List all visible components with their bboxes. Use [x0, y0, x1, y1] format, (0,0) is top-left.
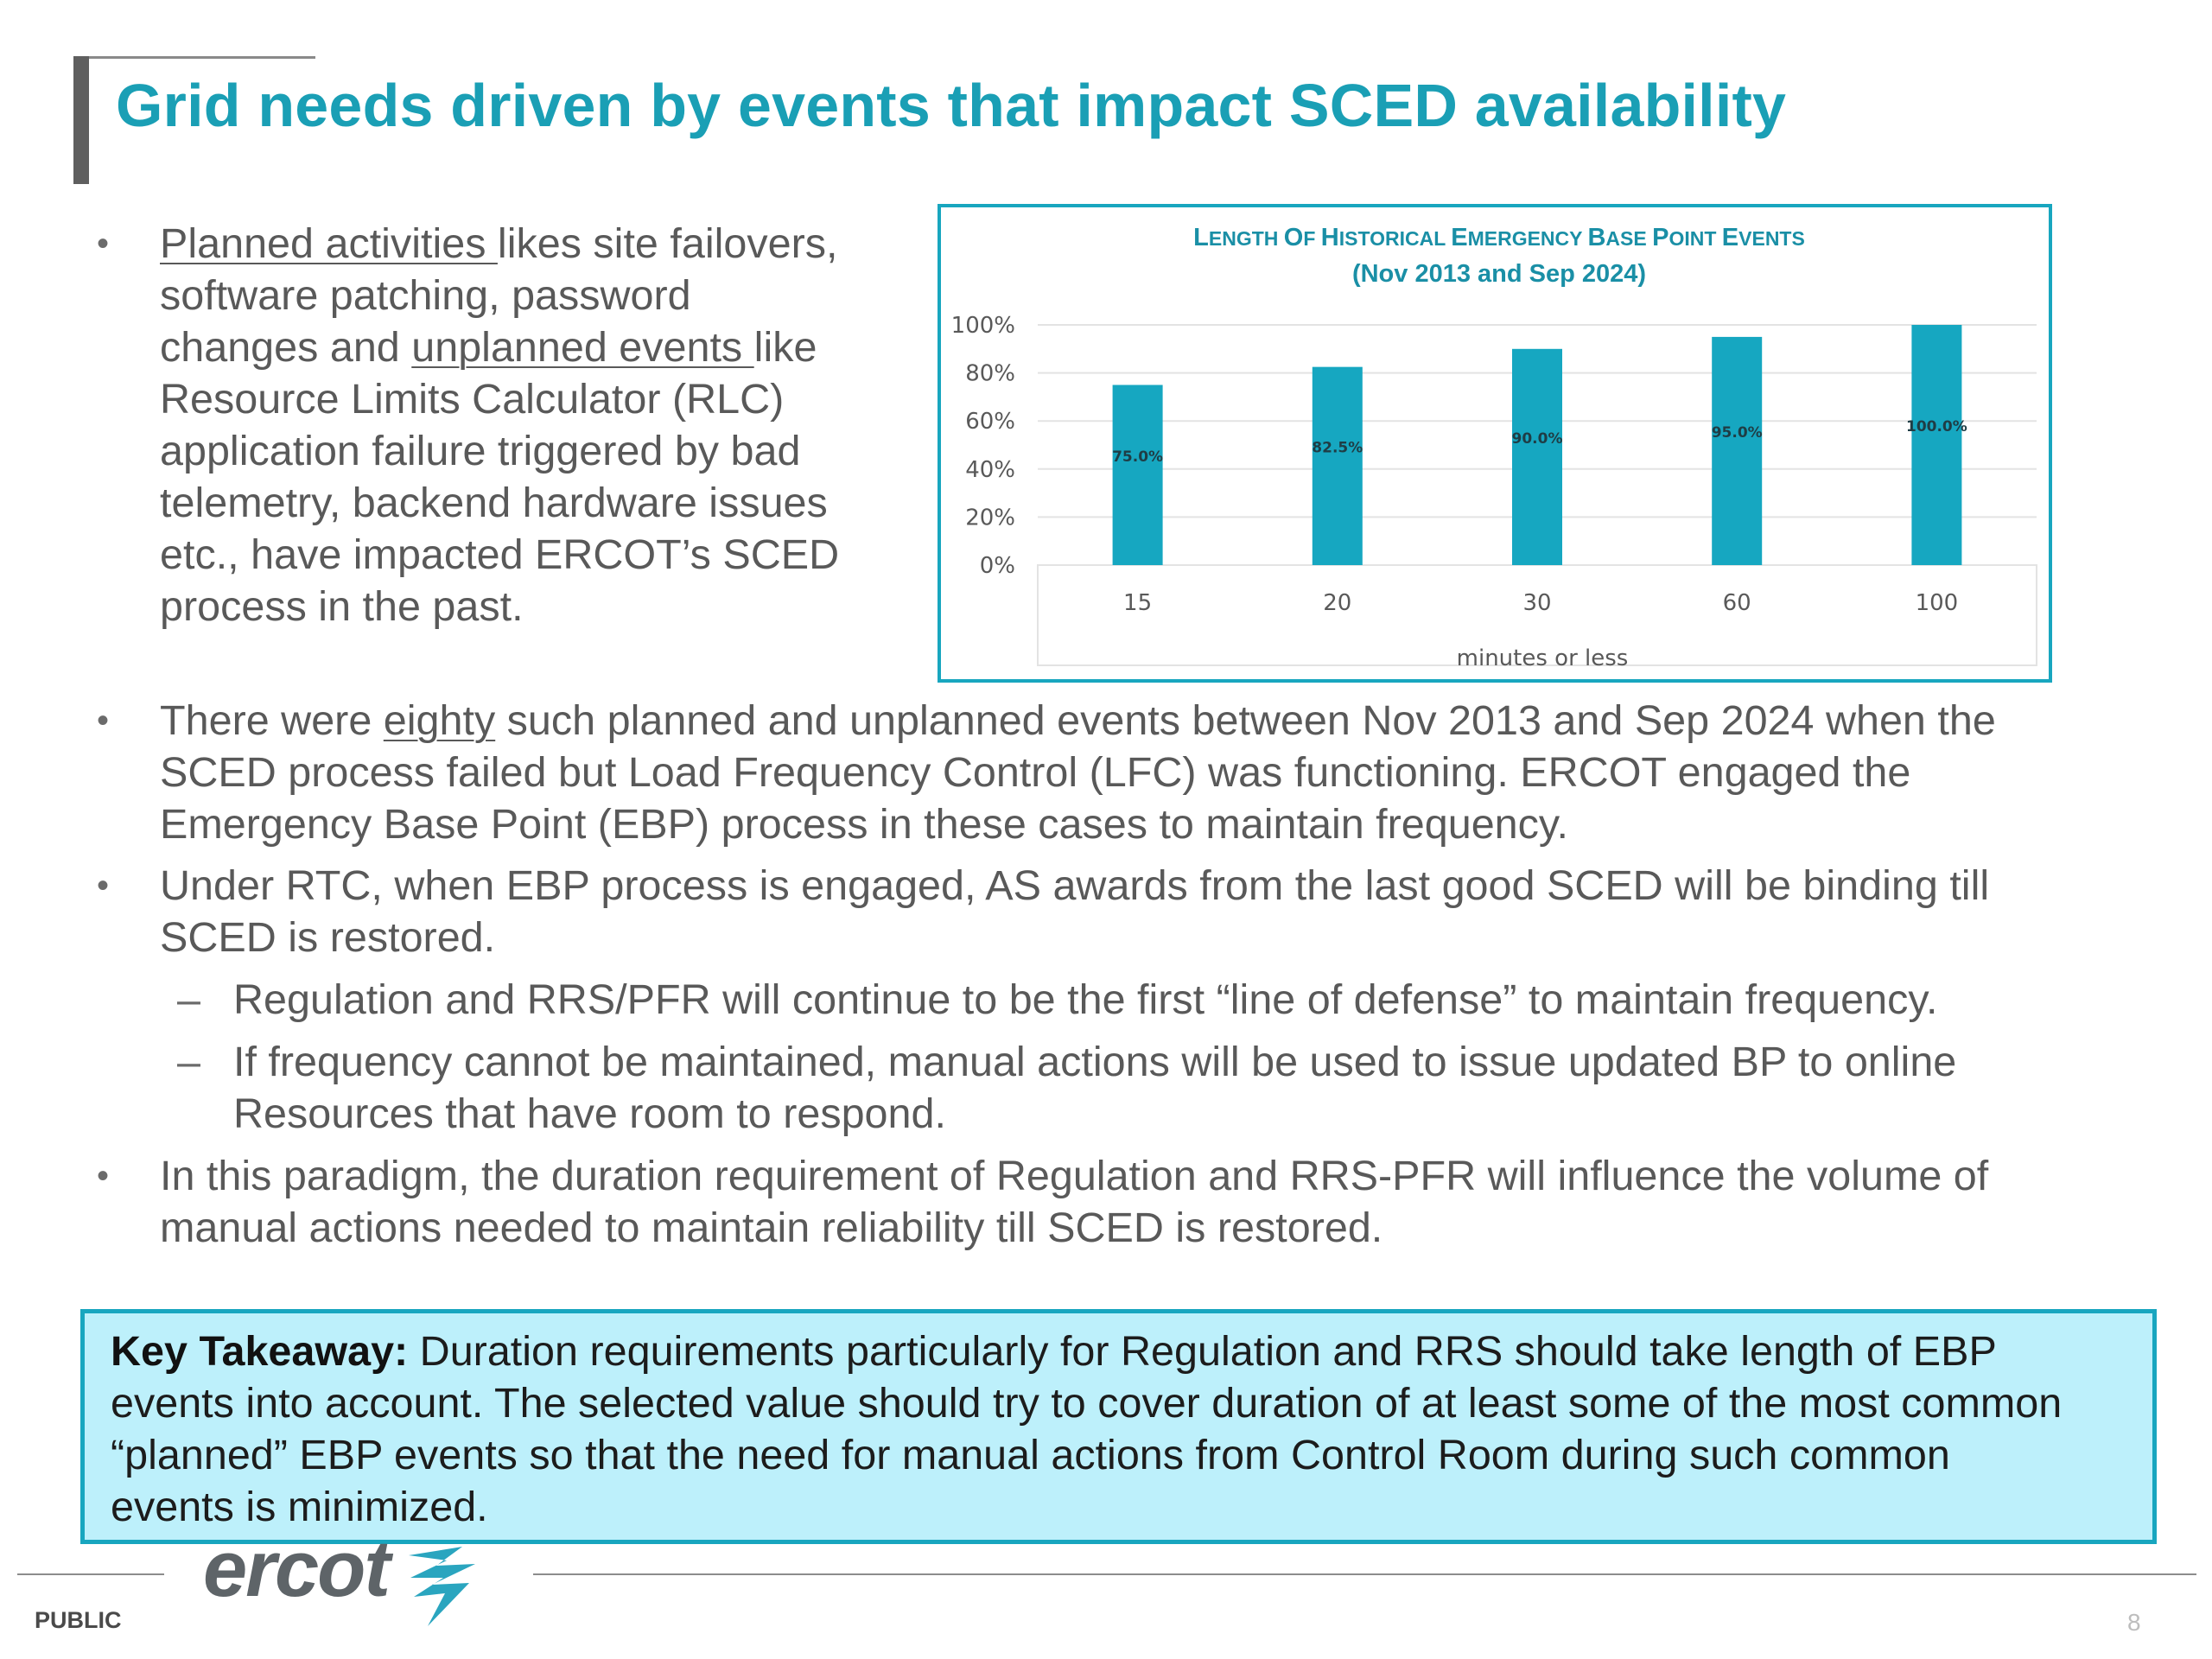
text-line: events into account. The selected value …	[111, 1380, 2063, 1427]
bullet-under-rtc: • Under RTC, when EBP process is engaged…	[97, 860, 1989, 963]
page-title: Grid needs driven by events that impact …	[116, 72, 1787, 139]
y-tick-label: 0%	[980, 553, 1015, 579]
data-label-15: 75.0%	[1112, 448, 1163, 466]
data-label-60: 95.0%	[1712, 424, 1763, 442]
bar-100	[1911, 325, 1962, 565]
sub-bullet-line-of-defense: – Regulation and RRS/PFR will continue t…	[177, 974, 1937, 1026]
y-tick-label: 100%	[951, 313, 1015, 339]
dash-icon: –	[177, 976, 200, 1023]
public-label: PUBLIC	[35, 1607, 122, 1633]
data-label-100: 100.0%	[1906, 418, 1967, 435]
text-line: “planned” EBP events so that the need fo…	[111, 1432, 1950, 1478]
text-line: software patching, password	[160, 272, 691, 319]
ercot-bolt-icon	[409, 1547, 475, 1626]
text-line: process in the past.	[160, 583, 524, 630]
y-tick-label: 60%	[965, 409, 1015, 435]
eighty-term: eighty	[383, 697, 496, 744]
key-takeaway-box: Key Takeaway: Duration requirements part…	[80, 1309, 2157, 1544]
text-line: SCED is restored.	[160, 914, 496, 961]
text-line: In this paradigm, the duration requireme…	[160, 1153, 1989, 1199]
x-tick-label: 20	[1323, 590, 1351, 616]
y-tick-label: 80%	[965, 361, 1015, 387]
text-line: Resources that have room to respond.	[233, 1090, 946, 1137]
bullet-paradigm: • In this paradigm, the duration require…	[97, 1150, 1988, 1254]
text-line: Emergency Base Point (EBP) process in th…	[160, 801, 1569, 848]
text-line: Under RTC, when EBP process is engaged, …	[160, 862, 1990, 909]
footer-divider-left	[17, 1573, 164, 1575]
text-line: events is minimized.	[111, 1484, 488, 1530]
bullet-icon: •	[97, 1157, 110, 1195]
text-line: There were	[160, 697, 384, 744]
text-line: telemetry, backend hardware issues	[160, 480, 828, 526]
y-tick-label: 40%	[965, 457, 1015, 483]
x-tick-label: 60	[1723, 590, 1751, 616]
x-tick-label: 100	[1916, 590, 1959, 616]
page-number: 8	[2127, 1609, 2141, 1636]
ebp-events-chart: LENGTH OF HISTORICAL EMERGENCY BASE POIN…	[938, 204, 2052, 683]
bar-15	[1112, 385, 1163, 565]
text-line: SCED process failed but Load Frequency C…	[160, 749, 1911, 796]
text-line: Duration requirements particularly for R…	[408, 1328, 1997, 1375]
footer-divider-right	[533, 1573, 2196, 1575]
data-label-30: 90.0%	[1512, 430, 1563, 448]
text-line: Resource Limits Calculator (RLC)	[160, 376, 785, 423]
text-line: etc., have impacted ERCOT’s SCED	[160, 531, 840, 578]
text-line: such planned and unplanned events betwee…	[495, 697, 1996, 744]
x-tick-label: 15	[1123, 590, 1152, 616]
key-takeaway-label: Key Takeaway:	[111, 1328, 409, 1375]
bullet-icon: •	[97, 225, 110, 263]
text-line: manual actions needed to maintain reliab…	[160, 1205, 1383, 1251]
text-line: Regulation and RRS/PFR will continue to …	[233, 976, 1938, 1023]
chart-title-line2: (Nov 2013 and Sep 2024)	[1352, 260, 1646, 288]
bar-30	[1512, 348, 1562, 565]
text-line: changes and	[160, 324, 412, 371]
ercot-logo: ercot	[203, 1525, 391, 1613]
dash-icon: –	[177, 1039, 200, 1085]
planned-activities-term: Planned activities	[160, 220, 498, 267]
unplanned-events-term: unplanned events	[411, 324, 754, 371]
x-axis-label: minutes or less	[1457, 645, 1629, 671]
bullet-eighty-events: • There were eighty such planned and unp…	[97, 695, 1996, 850]
bullet-planned-activities: • Planned activities likes site failover…	[97, 218, 839, 632]
chart-title-line1: LENGTH OF HISTORICAL EMERGENCY BASE POIN…	[1193, 224, 1805, 251]
chart-canvas: LENGTH OF HISTORICAL EMERGENCY BASE POIN…	[951, 224, 2037, 671]
bullet-icon: •	[97, 702, 110, 740]
text-line: likes site failovers,	[497, 220, 838, 267]
x-tick-label: 30	[1522, 590, 1551, 616]
text-line: If frequency cannot be maintained, manua…	[233, 1039, 1957, 1085]
text-line: application failure triggered by bad	[160, 428, 801, 474]
y-tick-label: 20%	[965, 505, 1015, 531]
title-accent-bar	[73, 56, 89, 184]
sub-bullet-manual-actions: – If frequency cannot be maintained, man…	[177, 1036, 1956, 1140]
bar-60	[1712, 336, 1763, 565]
title-accent-line	[73, 56, 315, 59]
bar-20	[1312, 366, 1363, 565]
data-label-20: 82.5%	[1312, 439, 1363, 456]
bullet-icon: •	[97, 867, 110, 905]
text-line: like	[753, 324, 817, 371]
